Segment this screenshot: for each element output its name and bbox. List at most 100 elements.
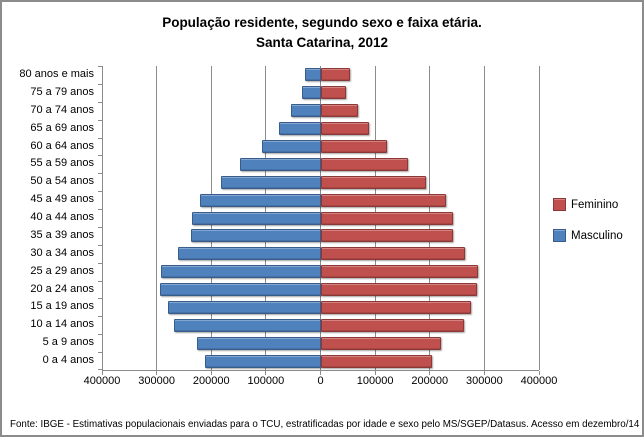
y-category-label: 25 a 29 anos [30, 264, 94, 277]
y-category-label: 70 a 74 anos [30, 103, 94, 116]
legend-item-feminino: Feminino [553, 198, 623, 211]
x-tick-label: 100000 [247, 375, 285, 387]
bar-feminino-13 [320, 300, 471, 314]
legend-label: Masculino [571, 229, 623, 242]
x-tick-label: 300000 [466, 375, 503, 387]
x-axis-tick [538, 371, 540, 375]
y-category-label: 80 anos e mais [19, 68, 94, 80]
y-category-label: 50 a 54 anos [30, 175, 94, 188]
y-category-label: 45 a 49 anos [30, 193, 94, 206]
bar-feminino-15 [320, 336, 441, 350]
y-axis-tick [98, 334, 102, 335]
bar-masculino-12 [159, 283, 321, 297]
gridline [101, 66, 103, 370]
x-axis-tick [483, 371, 485, 375]
y-category-label: 65 a 69 anos [30, 121, 94, 134]
bar-masculino-15 [196, 336, 321, 350]
x-tick-label: 300000 [138, 375, 175, 387]
y-axis-labels: 80 anos e mais 75 a 79 anos 70 a 74 anos 65… [2, 66, 98, 370]
bar-feminino-8 [320, 211, 453, 225]
bar-feminino-5 [320, 157, 408, 171]
bar-feminino-3 [320, 122, 370, 136]
bar-masculino-8 [191, 211, 321, 225]
y-category-label: 60 a 64 anos [30, 139, 94, 152]
y-category-label: 35 a 39 anos [30, 228, 94, 241]
bar-feminino-9 [320, 229, 454, 243]
y-axis-tick [98, 263, 102, 264]
bar-feminino-0 [320, 68, 350, 82]
chart-title-line2: Santa Catarina, 2012 [255, 35, 389, 50]
x-axis-tick [320, 371, 321, 375]
gridline [538, 66, 540, 370]
x-axis-tick [265, 371, 267, 375]
x-axis-tick [210, 371, 212, 375]
x-tick-label: 200000 [192, 375, 230, 387]
x-axis-tick [156, 371, 158, 375]
x-axis-labels: 400000 300000 200000 100000 0 100000 200000 300… [84, 375, 558, 389]
bar-feminino-11 [320, 265, 479, 279]
y-axis-tick [98, 352, 102, 353]
bar-masculino-2 [291, 104, 321, 118]
bar-masculino-7 [200, 193, 321, 207]
bar-feminino-6 [320, 175, 426, 189]
y-category-label: 55 a 59 anos [30, 157, 94, 170]
bar-masculino-1 [302, 86, 321, 100]
y-axis-tick [98, 281, 102, 282]
source-note: Fonte: IBGE - Estimativas populacionais … [10, 419, 640, 430]
y-category-label: 75 a 79 anos [30, 85, 94, 98]
bar-feminino-12 [320, 283, 477, 297]
x-tick-label: 400000 [83, 375, 121, 387]
legend-label: Feminino [571, 198, 619, 211]
legend-item-masculino: Masculino [553, 229, 623, 242]
y-axis-tick [98, 191, 102, 192]
y-axis-tick [98, 369, 102, 370]
chart-title: População residente, segundo sexo e faix… [2, 13, 642, 53]
y-category-label: 0 a 4 anos [42, 354, 94, 367]
chart-title-line1: População residente, segundo sexo e faix… [162, 15, 482, 30]
bar-masculino-9 [190, 229, 321, 243]
y-axis-tick [98, 102, 102, 103]
y-category-label: 15 a 19 anos [30, 300, 94, 313]
y-axis-tick [98, 66, 102, 67]
bar-masculino-6 [221, 175, 321, 189]
y-axis-tick [98, 209, 102, 210]
bar-masculino-3 [279, 122, 321, 136]
x-tick-label: 200000 [411, 375, 449, 387]
plot-area [98, 66, 540, 375]
gridline [156, 66, 158, 370]
y-axis-tick [98, 173, 102, 174]
x-tick-label: 0 [317, 375, 324, 387]
x-tick-label: 400000 [520, 375, 558, 387]
y-axis-tick [98, 316, 102, 317]
bar-feminino-16 [320, 354, 432, 368]
legend-swatch-feminino [553, 198, 566, 211]
bar-feminino-1 [320, 86, 346, 100]
bar-masculino-14 [173, 318, 321, 332]
y-axis-tick [98, 84, 102, 85]
bar-masculino-10 [178, 247, 321, 261]
x-axis-tick [374, 371, 376, 375]
bar-masculino-0 [304, 68, 321, 82]
legend: Feminino Masculino [553, 198, 623, 260]
bar-feminino-4 [320, 139, 387, 153]
y-axis-tick [98, 155, 102, 156]
bar-masculino-4 [262, 139, 321, 153]
bar-feminino-10 [320, 247, 465, 261]
y-axis-tick [98, 227, 102, 228]
y-category-label: 10 a 14 anos [30, 318, 94, 331]
y-axis-tick [98, 138, 102, 139]
y-axis-tick [98, 120, 102, 121]
y-category-label: 20 a 24 anos [30, 282, 94, 295]
y-category-label: 5 a 9 anos [42, 336, 94, 349]
y-axis-tick [98, 298, 102, 299]
y-axis-tick [98, 245, 102, 246]
bar-masculino-5 [240, 157, 321, 171]
gridline [483, 66, 485, 370]
x-axis-tick [101, 371, 103, 375]
bar-masculino-11 [161, 265, 321, 279]
x-axis-tick [429, 371, 431, 375]
bar-masculino-13 [168, 300, 321, 314]
y-category-label: 30 a 34 anos [30, 246, 94, 259]
bar-feminino-7 [320, 193, 447, 207]
